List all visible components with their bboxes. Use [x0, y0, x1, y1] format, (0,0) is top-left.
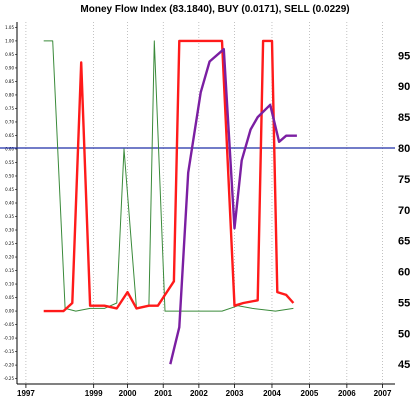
right-tick-label: 75 — [398, 174, 410, 186]
x-tick-label: 2004 — [263, 389, 281, 398]
x-axis-ticks: 1997 1999 2000 2001 2002 2003 2004 2005 2006 2007 — [17, 384, 392, 398]
right-tick-label: 55 — [398, 297, 410, 309]
x-tick-label: 2001 — [154, 389, 172, 398]
left-axis-ticks: 1.05 1.00 0.95 0.90 0.85 0.80 0.75 0.70 0.65 0.60… — [4, 25, 17, 381]
left-tick-label: -0.25 — [4, 376, 15, 381]
right-tick-label: 45 — [398, 359, 410, 371]
x-tick-label: 1997 — [17, 389, 35, 398]
left-tick-label: 0.60 — [5, 146, 14, 151]
right-tick-label: 60 — [398, 267, 410, 279]
x-tick-label: 2002 — [190, 389, 208, 398]
left-tick-label: 0.40 — [5, 201, 14, 206]
x-tick-label: 2007 — [374, 389, 392, 398]
left-tick-label: -0.05 — [4, 322, 15, 327]
right-axis-ticks: 95 90 85 80 75 70 65 60 55 50 45 — [398, 50, 410, 371]
x-tick-label: 2005 — [301, 389, 319, 398]
series-line-1 — [43, 39, 295, 313]
left-tick-label: 0.30 — [5, 228, 14, 233]
series-line-2 — [169, 48, 297, 365]
right-tick-label: 70 — [398, 205, 410, 217]
right-tick-label: 65 — [398, 236, 410, 248]
left-tick-label: 0.55 — [5, 160, 14, 165]
left-tick-label: 0.10 — [5, 282, 14, 287]
left-tick-label: 0.50 — [5, 173, 14, 178]
left-tick-label: 0.05 — [5, 295, 14, 300]
series-layer — [43, 39, 297, 365]
left-tick-label: 0.45 — [5, 187, 14, 192]
left-tick-label: 0.35 — [5, 214, 14, 219]
right-tick-label: 80 — [398, 143, 410, 155]
left-tick-label: 0.15 — [5, 268, 14, 273]
left-tick-label: 1.05 — [5, 25, 14, 30]
left-tick-label: 0.00 — [5, 309, 14, 314]
x-tick-label: 2000 — [119, 389, 137, 398]
left-tick-label: -0.15 — [4, 349, 15, 354]
x-tick-label: 2006 — [338, 389, 356, 398]
right-tick-label: 95 — [398, 50, 410, 62]
left-tick-label: 0.90 — [5, 65, 14, 70]
left-tick-label: 1.00 — [5, 38, 14, 43]
left-tick-label: 0.65 — [5, 133, 14, 138]
left-tick-label: 0.95 — [5, 52, 14, 57]
left-tick-label: 0.85 — [5, 79, 14, 84]
left-tick-label: 0.25 — [5, 241, 14, 246]
x-tick-label: 2003 — [226, 389, 244, 398]
left-tick-label: 0.20 — [5, 255, 14, 260]
left-tick-label: 0.75 — [5, 106, 14, 111]
left-tick-label: -0.10 — [4, 336, 15, 341]
left-tick-label: 0.80 — [5, 92, 14, 97]
chart-title: Money Flow Index (83.1840), BUY (0.0171)… — [80, 4, 349, 15]
right-tick-label: 85 — [398, 112, 410, 124]
right-tick-label: 90 — [398, 81, 410, 93]
left-tick-label: -0.20 — [4, 363, 15, 368]
x-tick-label: 1999 — [85, 389, 103, 398]
left-tick-label: 0.70 — [5, 119, 14, 124]
right-tick-label: 50 — [398, 328, 410, 340]
